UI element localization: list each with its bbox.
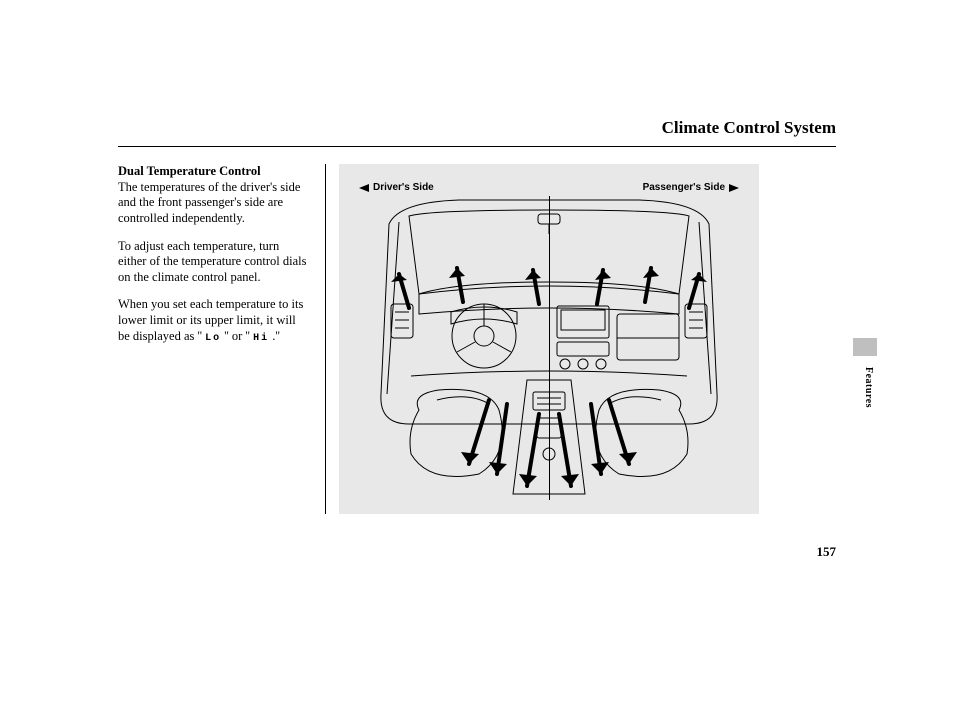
- column-rule: [325, 164, 326, 514]
- subhead: Dual Temperature Control: [118, 164, 261, 178]
- page-title: Climate Control System: [662, 118, 836, 138]
- body-text: Dual Temperature Control The temperature…: [118, 164, 308, 357]
- title-rule: [118, 146, 836, 147]
- p3-c: .'': [269, 329, 280, 343]
- section-tab-label: Features: [863, 367, 874, 408]
- paragraph-3: When you set each temperature to its low…: [118, 297, 308, 345]
- paragraph-1: The temperatures of the driver's side an…: [118, 180, 300, 225]
- page-number: 157: [817, 544, 837, 560]
- paragraph-2: To adjust each temperature, turn either …: [118, 239, 308, 286]
- figure-center-divider: [549, 196, 550, 500]
- figure-dashboard: Driver's Side Passenger's Side: [339, 164, 759, 514]
- p3-b: '' or '': [221, 329, 253, 343]
- lcd-lo: Lo: [205, 333, 221, 344]
- lcd-hi: Hi: [253, 333, 269, 344]
- section-tab-block: [853, 338, 877, 356]
- section-tab: Features: [853, 364, 877, 414]
